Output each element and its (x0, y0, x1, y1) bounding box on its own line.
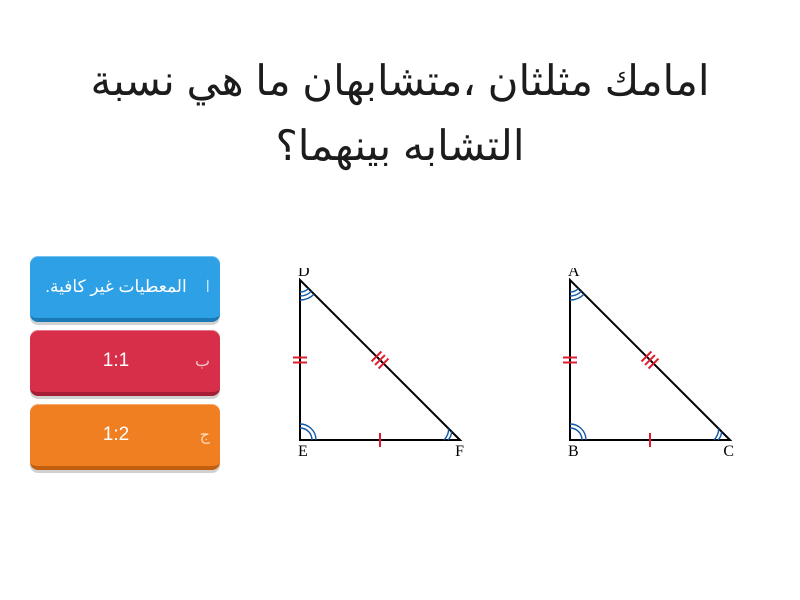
svg-text:C: C (723, 443, 734, 460)
svg-text:E: E (298, 443, 308, 460)
triangle-left-svg: A B C (535, 268, 755, 468)
triangle-right: D E F (265, 268, 485, 468)
answer-option-a[interactable]: ا المعطيات غير كافية. (30, 256, 220, 322)
answer-key-c: ج (200, 425, 210, 445)
answers-panel: ا المعطيات غير كافية. ب 1:1 ج 1:2 (30, 256, 220, 470)
answer-option-c[interactable]: ج 1:2 (30, 404, 220, 470)
triangle-right-svg: D E F (265, 268, 485, 468)
answer-option-b[interactable]: ب 1:1 (30, 330, 220, 396)
answer-key-b: ب (195, 351, 210, 371)
svg-text:D: D (298, 268, 310, 280)
svg-text:B: B (568, 443, 579, 460)
triangle-left: A B C (535, 268, 755, 468)
answer-label-a: المعطيات غير كافية. (45, 277, 186, 297)
answer-label-c: 1:2 (103, 424, 129, 446)
quiz-page: { "question": "امامك مثلثان ،متشابهان ما… (0, 0, 800, 600)
svg-text:F: F (455, 443, 464, 460)
svg-text:A: A (568, 268, 580, 280)
triangles-figure: A B C D E F (240, 268, 780, 488)
answer-label-b: 1:1 (103, 350, 129, 372)
question-text: امامك مثلثان ،متشابهان ما هي نسبة التشاب… (70, 48, 730, 178)
answer-key-a: ا (206, 277, 210, 297)
